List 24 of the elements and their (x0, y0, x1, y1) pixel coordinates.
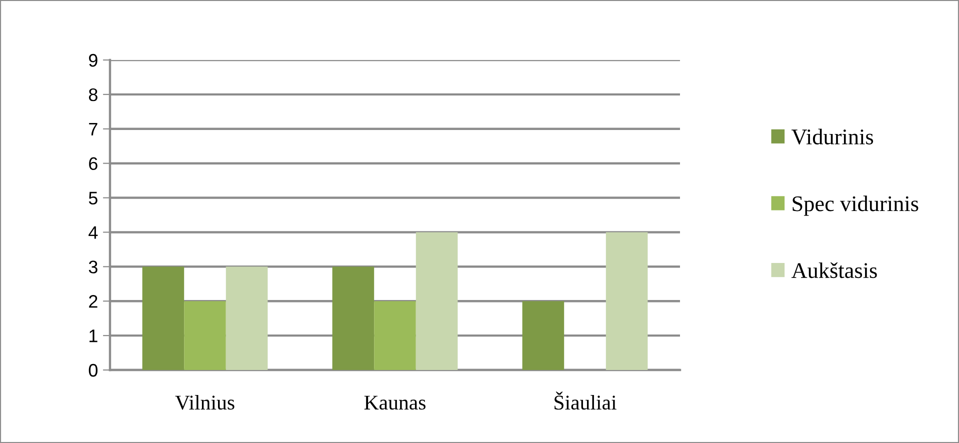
y-tick-label: 3 (88, 260, 98, 274)
bar (142, 266, 184, 370)
bar (522, 301, 564, 370)
bar (184, 301, 226, 370)
x-tick-label: Kaunas (364, 396, 426, 410)
legend-label: Aukštasis (791, 262, 877, 278)
y-tick-label: 5 (88, 192, 98, 204)
y-tick-label: 4 (88, 226, 98, 239)
bar (606, 232, 648, 370)
bar (332, 266, 374, 370)
bar (374, 301, 416, 370)
y-tick-label: 7 (89, 123, 98, 136)
x-tick-label: Šiauliai (554, 392, 616, 410)
bar (226, 266, 268, 370)
bar (416, 232, 458, 370)
legend-label: Vidurinis (792, 128, 874, 145)
y-tick-label: 6 (89, 157, 98, 170)
legend-label: Spec vidurinis (792, 196, 918, 216)
y-tick-label: 2 (89, 295, 98, 308)
y-tick-label: 8 (88, 88, 98, 102)
x-tick-label: Vilnius (175, 395, 234, 410)
y-tick-label: 0 (88, 364, 98, 377)
y-tick-label: 1 (90, 330, 98, 342)
y-tick-label: 9 (89, 54, 98, 67)
